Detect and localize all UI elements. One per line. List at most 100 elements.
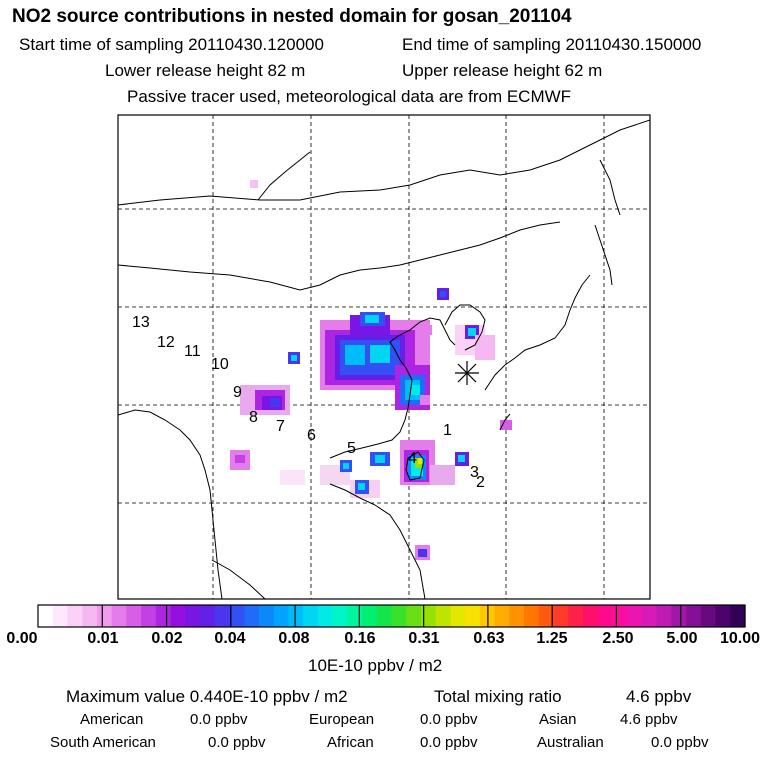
- colorbar-cell: [509, 605, 525, 627]
- colorbar-cell: [258, 605, 275, 627]
- map-frame: [117, 114, 651, 600]
- colorbar-cell: [126, 605, 142, 627]
- colorbar-cell: [347, 605, 363, 627]
- colorbar-cell: [494, 605, 510, 627]
- total-mixing-label: Total mixing ratio: [434, 687, 562, 706]
- colorbar-cell: [568, 605, 584, 627]
- colorbar-cell: [38, 605, 54, 627]
- colorbar-cell: [465, 605, 481, 627]
- colorbar-cell: [391, 605, 407, 627]
- colorbar-cell: [715, 605, 731, 627]
- source-label-9: 9: [233, 384, 242, 401]
- colorbar-cell: [524, 605, 540, 627]
- source-label-7: 7: [276, 418, 285, 435]
- colorbar-cell: [244, 605, 260, 627]
- colorbar-cell: [582, 605, 599, 627]
- colorbar-cell: [538, 605, 555, 627]
- colorbar-cell: [597, 605, 614, 627]
- source-label-8: 8: [249, 409, 258, 426]
- colorbar-cell: [141, 605, 157, 627]
- colorbar-cell: [96, 605, 113, 627]
- american-value: 0.0 ppbv: [190, 711, 248, 728]
- colorbar-cell: [185, 605, 201, 627]
- source-label-4: 4: [408, 450, 417, 467]
- colorbar-tick-label: 0.00: [6, 630, 38, 647]
- asian-label: Asian: [539, 711, 577, 728]
- colorbar-cell: [111, 605, 127, 627]
- colorbar-cell: [435, 605, 452, 627]
- colorbar-cell: [376, 605, 393, 627]
- colorbar-cell: [170, 605, 186, 627]
- asian-value: 4.6 ppbv: [620, 711, 678, 728]
- colorbar-cell: [627, 605, 643, 627]
- australian-value: 0.0 ppbv: [651, 734, 709, 751]
- colorbar-cell: [229, 605, 245, 627]
- colorbar-cell: [686, 605, 702, 627]
- european-label: European: [309, 711, 375, 728]
- colorbar-cell: [200, 605, 216, 627]
- colorbar-tick-label: 0.04: [214, 630, 246, 647]
- african-label: African: [327, 734, 374, 751]
- source-label-5: 5: [347, 440, 356, 457]
- colorbar-tick-label: 10.00: [719, 630, 761, 647]
- source-label-10: 10: [211, 356, 229, 373]
- colorbar-unit-label: 10E-10 ppbv / m2: [308, 656, 443, 675]
- colorbar-tick-label: 0.16: [344, 630, 376, 647]
- colorbar-cell: [700, 605, 717, 627]
- source-label-11: 11: [184, 343, 201, 360]
- colorbar: [37, 604, 746, 628]
- colorbar-cell: [612, 605, 628, 627]
- european-value: 0.0 ppbv: [420, 711, 478, 728]
- colorbar-cell: [214, 605, 231, 627]
- source-label-1: 1: [443, 422, 452, 439]
- colorbar-cell: [67, 605, 83, 627]
- colorbar-tick-label: 2.50: [602, 630, 634, 647]
- coastlines: [118, 119, 650, 599]
- end-time-label: End time of sampling 20110430.150000: [402, 35, 702, 54]
- colorbar-cells: [38, 605, 746, 627]
- colorbar-cell: [420, 605, 437, 627]
- colorbar-cell: [671, 605, 687, 627]
- colorbar-cell: [656, 605, 672, 627]
- concentration-map: 1 2 3 4 5 6 7 8 9 10 11 12 13: [117, 114, 651, 600]
- tracer-note: Passive tracer used, meteorological data…: [127, 87, 572, 106]
- colorbar-cell: [332, 605, 348, 627]
- colorbar-cell: [288, 605, 304, 627]
- total-mixing-value: 4.6 ppbv: [626, 687, 692, 706]
- colorbar-cell: [82, 605, 98, 627]
- colorbar-tick-label: 0.08: [278, 630, 310, 647]
- south-american-value: 0.0 ppbv: [208, 734, 266, 751]
- source-label-6: 6: [307, 427, 316, 444]
- american-label: American: [80, 711, 144, 728]
- colorbar-cell: [406, 605, 422, 627]
- african-value: 0.0 ppbv: [420, 734, 478, 751]
- colorbar-cell: [52, 605, 69, 627]
- map-title: NO2 source contributions in nested domai…: [12, 6, 572, 27]
- colorbar-ticks: [101, 605, 682, 627]
- south-american-label: South American: [50, 734, 156, 751]
- source-label-3: 3: [470, 464, 479, 481]
- source-label-2: 2: [476, 474, 485, 491]
- colorbar-tick-label: 0.01: [87, 630, 119, 647]
- lower-release-label: Lower release height 82 m: [105, 61, 306, 80]
- colorbar-tick-label: 0.31: [408, 630, 440, 647]
- upper-release-label: Upper release height 62 m: [402, 61, 603, 80]
- colorbar-cell: [362, 605, 378, 627]
- start-time-label: Start time of sampling 20110430.120000: [19, 35, 324, 54]
- receptor-asterisk-icon: [455, 361, 479, 385]
- colorbar-cell: [317, 605, 334, 627]
- colorbar-cell: [273, 605, 289, 627]
- colorbar-cell: [155, 605, 172, 627]
- colorbar-tick-label: 0.02: [151, 630, 183, 647]
- colorbar-tick-label: 0.63: [473, 630, 505, 647]
- colorbar-tick-label: 1.25: [536, 630, 568, 647]
- colorbar-tick-label: 5.00: [666, 630, 698, 647]
- max-value-label: Maximum value 0.440E-10 ppbv / m2: [66, 687, 348, 706]
- colorbar-cell: [641, 605, 658, 627]
- australian-label: Australian: [537, 734, 604, 751]
- source-label-13: 13: [132, 314, 150, 331]
- source-label-12: 12: [157, 334, 175, 351]
- colorbar-cell: [303, 605, 319, 627]
- colorbar-frame: [37, 604, 746, 628]
- colorbar-cell: [730, 605, 746, 627]
